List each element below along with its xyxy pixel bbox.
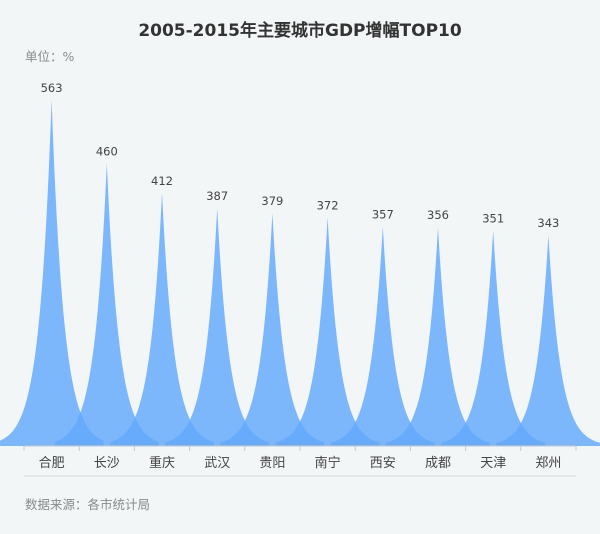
x-tick-label: 南宁 [315,455,341,471]
peak-5 [220,213,325,446]
data-label: 343 [537,216,559,230]
peak-7 [330,226,435,446]
data-label: 563 [41,81,63,95]
peak-1 [0,100,104,446]
peak-3 [110,192,214,446]
peak-9 [441,230,546,446]
peak-4 [165,208,270,446]
data-label: 372 [317,198,339,212]
peak-2 [54,163,159,447]
peak-10 [496,235,600,446]
x-tick-label: 合肥 [39,456,65,471]
data-label: 357 [372,208,394,222]
x-tick-label: 郑州 [535,456,561,471]
data-label: 379 [261,194,283,208]
data-label: 387 [206,189,228,203]
data-label: 351 [482,211,504,225]
data-label: 460 [96,144,118,158]
data-label: 412 [151,174,173,188]
x-tick-label: 武汉 [204,456,230,471]
source-note: 数据来源：各市统计局 [25,497,151,512]
peak-6 [275,217,380,446]
x-tick-label: 长沙 [94,456,120,471]
x-tick-label: 天津 [480,456,506,471]
x-tick-label: 重庆 [149,455,175,471]
peak-8 [386,227,490,446]
x-tick-label: 成都 [425,456,451,471]
unit-label: 单位：% [25,49,75,64]
data-label: 356 [427,208,449,222]
chart-title: 2005-2015年主要城市GDP增幅TOP10 [138,21,462,41]
x-tick-label: 贵阳 [259,456,285,471]
x-tick-label: 西安 [370,456,396,471]
